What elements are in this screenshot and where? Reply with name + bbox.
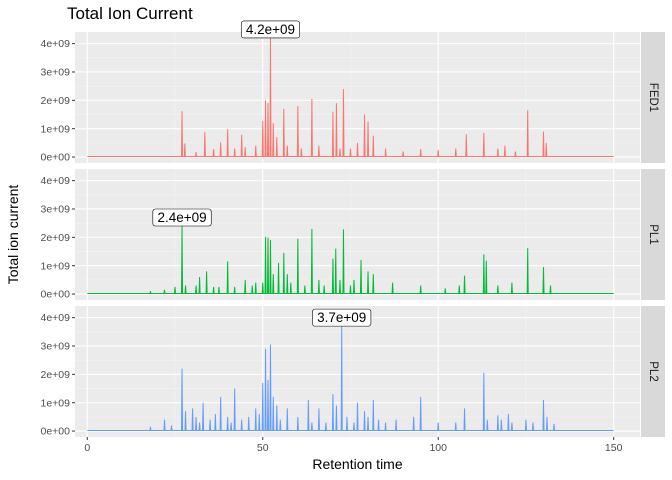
facet-strip	[641, 169, 665, 300]
panel-background	[75, 169, 640, 300]
peak-label: 4.2e+09	[246, 22, 295, 37]
y-tick-label: 3e+09	[41, 204, 71, 216]
y-tick-label: 2e+09	[41, 95, 71, 107]
peak-label: 3.7e+09	[317, 310, 366, 325]
panel-background	[75, 32, 640, 163]
x-tick-label: 0	[84, 442, 90, 454]
y-tick-label: 2e+09	[41, 369, 71, 381]
x-tick-label: 150	[605, 442, 623, 454]
peak-label: 2.4e+09	[157, 210, 206, 225]
y-tick-label: 4e+09	[41, 312, 71, 324]
y-tick-label: 1e+09	[41, 260, 71, 272]
facet-strip-label: PL1	[647, 224, 659, 244]
peak-label-box	[312, 308, 372, 327]
x-tick-label: 100	[429, 442, 447, 454]
y-axis-title: Total ion current	[5, 185, 21, 285]
y-tick-label: 3e+09	[41, 67, 71, 79]
peak-label-box	[240, 20, 300, 39]
chart-title: Total Ion Current	[67, 4, 193, 23]
y-tick-label: 1e+09	[41, 123, 71, 135]
y-tick-label: 0e+00	[41, 289, 71, 301]
series-line-PL1	[87, 225, 614, 294]
x-tick-label: 50	[257, 442, 269, 454]
peak-label-box	[152, 208, 212, 227]
facet-strip	[641, 306, 665, 437]
series-line-FED1	[87, 37, 614, 157]
series-line-PL2	[87, 326, 614, 431]
y-tick-label: 1e+09	[41, 397, 71, 409]
y-tick-label: 0e+00	[41, 426, 71, 438]
facet-strip-label: PL2	[647, 361, 659, 381]
facet-strip	[641, 32, 665, 163]
y-tick-label: 2e+09	[41, 232, 71, 244]
y-tick-label: 0e+00	[41, 152, 71, 164]
x-axis-title: Retention time	[312, 456, 402, 472]
facet-strip-label: FED1	[647, 83, 659, 112]
y-tick-label: 4e+09	[41, 175, 71, 187]
y-tick-label: 3e+09	[41, 341, 71, 353]
y-tick-label: 4e+09	[41, 38, 71, 50]
